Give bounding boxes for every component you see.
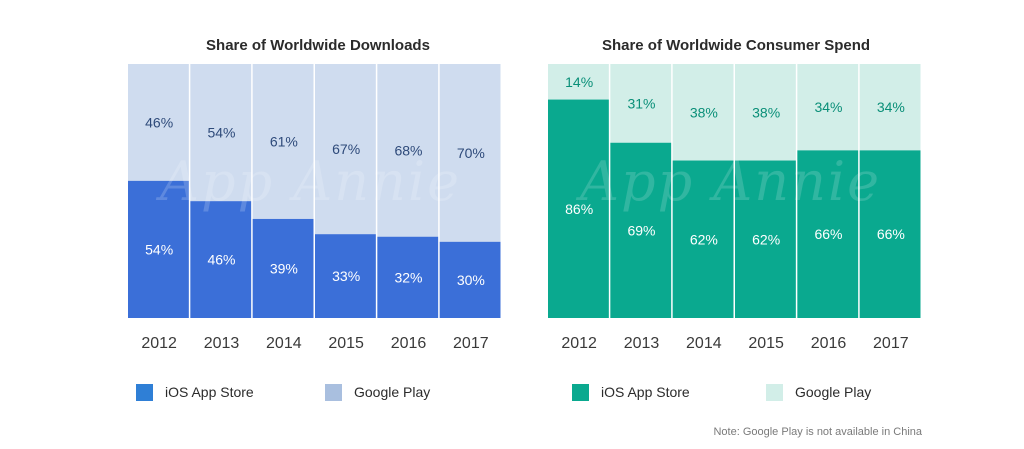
spend-bar-googleplay-2017 [859,64,921,151]
downloads-label-googleplay-2014: 61% [270,133,298,149]
legend-swatch-ios [572,383,589,401]
spend-bar-ios-2016 [797,150,859,318]
downloads-label-ios-2014: 39% [270,260,298,276]
legend-ios-downloads: iOS App Store [136,381,254,403]
downloads-tick-2013: 2013 [204,335,240,352]
spend-bar-ios-2015 [735,160,796,318]
spend-bar-ios-2013 [610,142,672,318]
spend-tick-2012: 2012 [561,335,597,352]
spend-bar-googleplay-2013 [610,64,672,143]
downloads-bar-googleplay-2017 [439,64,501,242]
legend-swatch-ios [136,383,153,401]
spend-label-ios-2013: 69% [627,222,655,238]
spend-label-ios-2015: 62% [752,231,780,247]
downloads-bar-ios-2015 [315,234,376,318]
footnote: Note: Google Play is not available in Ch… [713,426,922,438]
spend-tick-2014: 2014 [686,335,722,352]
downloads-tick-2017: 2017 [453,335,489,352]
downloads-bar-ios-2016 [377,236,439,318]
legend-swatch-googleplay [325,383,342,401]
spend-bar-ios-2012 [548,99,609,318]
spend-tick-2017: 2017 [873,335,909,352]
downloads-bar-googleplay-2012 [128,64,189,181]
spend-label-googleplay-2012: 14% [565,74,593,90]
downloads-bar-ios-2017 [439,241,501,318]
downloads-label-googleplay-2012: 46% [145,114,173,130]
downloads-bar-ios-2013 [190,201,252,318]
downloads-tick-2012: 2012 [141,335,177,352]
downloads-bar-ios-2012 [128,180,189,318]
downloads-label-ios-2013: 46% [207,252,235,268]
legend-label-ios: iOS App Store [601,384,690,400]
downloads-label-ios-2017: 30% [457,272,485,288]
downloads-bar-googleplay-2016 [377,64,439,237]
legend-label-ios: iOS App Store [165,384,254,400]
downloads-bar-googleplay-2015 [315,64,376,235]
downloads-label-googleplay-2017: 70% [457,145,485,161]
spend-bar-googleplay-2014 [672,64,734,161]
spend-label-googleplay-2015: 38% [752,104,780,120]
downloads-bar-ios-2014 [252,218,314,318]
downloads-label-ios-2012: 54% [145,241,173,257]
legend-label-googleplay: Google Play [795,384,872,400]
spend-label-ios-2017: 66% [877,226,905,242]
spend-tick-2015: 2015 [748,335,784,352]
spend-label-ios-2014: 62% [690,231,718,247]
spend-label-googleplay-2014: 38% [690,104,718,120]
legend-ios-spend: iOS App Store [572,381,690,403]
spend-chart: 14% 86% 2012 31% 69% 2013 38% 62% 2014 38% 62% 2015… [548,64,921,352]
downloads-label-googleplay-2015: 67% [332,141,360,157]
legend-swatch-googleplay [766,383,783,401]
legend-googleplay-spend: Google Play [766,381,871,403]
spend-chart-title: Share of Worldwide Consumer Spend [601,37,871,54]
spend-bar-googleplay-2016 [797,64,859,151]
downloads-bar-googleplay-2014 [252,64,314,219]
spend-tick-2013: 2013 [624,335,660,352]
downloads-label-ios-2016: 32% [394,269,422,285]
downloads-bar-googleplay-2013 [190,64,252,202]
downloads-tick-2016: 2016 [391,335,427,352]
legend-label-googleplay: Google Play [354,384,431,400]
downloads-label-ios-2015: 33% [332,268,360,284]
downloads-chart-title: Share of Worldwide Downloads [206,37,430,54]
downloads-label-googleplay-2013: 54% [207,125,235,141]
downloads-chart: 46% 54% 2012 54% 46% 2013 61% 39% 2014 67% 33% 2015… [128,64,501,352]
spend-tick-2016: 2016 [811,335,847,352]
spend-bar-googleplay-2012 [548,64,609,100]
spend-bar-ios-2017 [859,150,921,318]
downloads-label-googleplay-2016: 68% [394,142,422,158]
spend-bar-googleplay-2015 [735,64,796,161]
spend-label-googleplay-2016: 34% [814,99,842,115]
legend-googleplay-downloads: Google Play [325,381,430,403]
spend-bar-ios-2014 [672,160,734,318]
spend-label-ios-2016: 66% [814,226,842,242]
spend-label-googleplay-2017: 34% [877,99,905,115]
downloads-tick-2015: 2015 [328,335,364,352]
spend-label-ios-2012: 86% [565,201,593,217]
spend-label-googleplay-2013: 31% [627,95,655,111]
downloads-tick-2014: 2014 [266,335,302,352]
